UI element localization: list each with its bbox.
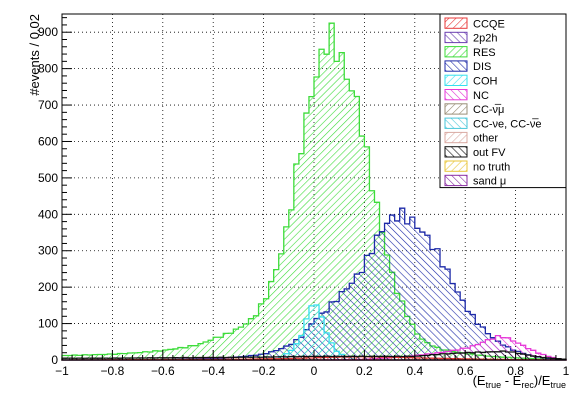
x-tick-labels: −1 −0.8 −0.6 −0.4 −0.2 0 0.2 0.4 0.6 0.8 1 (55, 364, 570, 378)
legend-entry: CC-νe, CC-ν̅e (444, 117, 541, 130)
legend-entry: other (444, 131, 498, 145)
legend-swatch (444, 160, 468, 172)
y-tick-labels: 0 100 200 300 400 500 600 700 800 900 (38, 25, 58, 367)
x-tick-label: 1 (563, 364, 570, 378)
y-tick-label: 700 (38, 98, 58, 112)
legend-label: RES (473, 47, 496, 59)
legend-swatch (444, 74, 468, 86)
legend-entry: sand μ (444, 174, 506, 188)
x-tick-label: 0.4 (406, 364, 423, 378)
x-tick-label: −0.4 (201, 364, 225, 378)
legend-swatch (444, 174, 468, 187)
ticks (61, 17, 567, 361)
legend-label: other (473, 133, 498, 145)
legend-swatch (444, 31, 468, 44)
legend-label: 2p2h (473, 33, 497, 45)
legend-entry: 2p2h (444, 31, 497, 45)
x-axis-title-sub2: rec (521, 380, 534, 390)
legend-entry: no truth (444, 160, 510, 173)
legend-swatch (444, 89, 468, 101)
x-tick-label: 0 (311, 364, 318, 378)
x-axis-title-sub1: true (486, 380, 502, 390)
y-tick-label: 300 (38, 244, 58, 258)
legend-entry: CC-ν̅μ (444, 103, 504, 116)
legend-label: CCQE (473, 18, 505, 30)
legend-swatch (444, 60, 468, 72)
x-tick-label: 0.6 (457, 364, 474, 378)
y-tick-label: 400 (38, 207, 58, 221)
legend-label: CC-νe, CC-ν̅e (473, 118, 541, 130)
x-tick-label: −0.2 (252, 364, 276, 378)
x-axis-title-sub3: true (550, 380, 566, 390)
x-tick-label: 0.8 (507, 364, 524, 378)
legend-swatch (444, 103, 468, 115)
y-tick-label: 100 (38, 317, 58, 331)
legend-swatch (444, 46, 468, 58)
legend-swatch (444, 17, 468, 29)
x-tick-label: −1 (55, 364, 69, 378)
legend-label: CC-ν̅μ (473, 104, 504, 116)
legend-swatch (444, 117, 468, 129)
legend-label: COH (473, 76, 498, 88)
legend-entry: RES (444, 46, 496, 59)
legend-entry: DIS (444, 60, 491, 73)
legend-label: sand μ (473, 176, 506, 188)
x-axis-title-open: (E (473, 373, 486, 388)
legend-label: no truth (473, 161, 510, 173)
legend-swatch (444, 146, 468, 158)
legend: CCQE 2p2h RES DIS COH NC CC-ν̅μ CC-νe, CC-ν̅e ot… (439, 13, 567, 189)
y-tick-label: 800 (38, 62, 58, 76)
x-tick-label: −0.8 (101, 364, 125, 378)
x-axis-title-close: )/E (534, 373, 551, 388)
y-tick-label: 0 (51, 353, 58, 367)
y-tick-label: 500 (38, 171, 58, 185)
legend-label: out FV (473, 147, 506, 159)
legend-entry: out FV (444, 146, 506, 159)
legend-swatch (444, 131, 468, 144)
x-tick-label: 0.2 (356, 364, 373, 378)
x-axis-title-mid: - E (501, 373, 522, 388)
legend-entry: CCQE (444, 17, 505, 30)
legend-label: NC (473, 90, 489, 102)
x-tick-label: −0.6 (151, 364, 175, 378)
y-tick-label: 200 (38, 280, 58, 294)
legend-label: DIS (473, 61, 491, 73)
legend-entry: NC (444, 89, 489, 102)
y-tick-label: 600 (38, 134, 58, 148)
y-tick-label: 900 (38, 25, 58, 39)
y-axis-title: #events / 0.02 (27, 14, 42, 96)
x-axis-title: (Etrue - Erec)/Etrue (473, 373, 566, 390)
legend-entry: COH (444, 74, 498, 88)
